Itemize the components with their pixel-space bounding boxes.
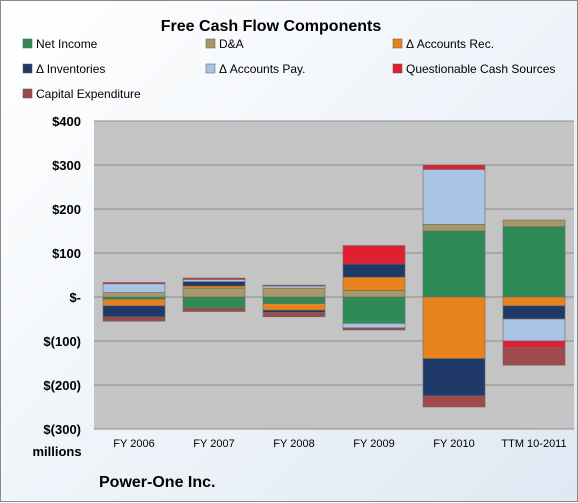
y-tick-label: $400 xyxy=(52,114,81,129)
legend-label: D&A xyxy=(219,37,244,51)
plot-area xyxy=(94,121,574,429)
bar-segment xyxy=(182,279,246,282)
bar-segment xyxy=(182,296,246,309)
bar-segment xyxy=(102,296,166,300)
bar-segment xyxy=(102,316,166,322)
legend-label: Capital Expenditure xyxy=(36,87,141,101)
bar-segment xyxy=(102,305,166,318)
bar-segment xyxy=(422,358,486,397)
bar-segment xyxy=(102,283,166,293)
bar-segment xyxy=(502,347,566,366)
bar-segment xyxy=(422,224,486,232)
bar-segment xyxy=(262,309,326,313)
y-tick-label: $(300) xyxy=(43,422,81,437)
x-tick-label: FY 2007 xyxy=(193,438,234,450)
bar-segment xyxy=(422,230,486,298)
y-unit-label: millions xyxy=(32,444,81,459)
bar-segment xyxy=(502,219,566,227)
bar-segment xyxy=(502,340,566,348)
x-axis-ticks: FY 2006 FY 2007 FY 2008 FY 2009 FY 2010 TTM 1… xyxy=(113,438,566,450)
bar-segment xyxy=(422,169,486,225)
bar-segment xyxy=(422,164,486,170)
x-tick-label: FY 2010 xyxy=(433,438,474,450)
bar-segment xyxy=(182,307,246,312)
bars xyxy=(102,164,566,408)
legend-label: Questionable Cash Sources xyxy=(406,62,555,76)
bar-segment xyxy=(342,323,406,329)
bar-segment xyxy=(102,298,166,307)
legend: Net Income D&A Δ Accounts Rec. Δ Inventorie… xyxy=(22,37,555,101)
bar-segment xyxy=(502,318,566,342)
x-tick-label: TTM 10-2011 xyxy=(501,438,566,450)
legend-swatch xyxy=(22,38,33,49)
bar-segment xyxy=(102,292,166,298)
bar-segment xyxy=(262,287,326,298)
legend-label: Δ Inventories xyxy=(36,62,105,76)
bar-segment xyxy=(182,277,246,280)
legend-swatch xyxy=(22,88,33,99)
legend-label: Net Income xyxy=(36,37,98,51)
legend-swatch xyxy=(22,63,33,74)
chart-title: Free Cash Flow Components xyxy=(161,18,382,35)
bar-segment xyxy=(102,282,166,285)
y-tick-label: $(200) xyxy=(43,378,81,393)
bar-segment xyxy=(422,395,486,408)
bar-segment xyxy=(342,263,406,278)
legend-swatch xyxy=(392,38,403,49)
x-tick-label: FY 2006 xyxy=(113,438,154,450)
y-axis-ticks: $400 $300 $200 $100 $- $(100) $(200) $(300) xyxy=(43,114,81,437)
bar-segment xyxy=(182,285,246,289)
bar-segment xyxy=(342,290,406,298)
legend-swatch xyxy=(205,63,216,74)
y-tick-label: $100 xyxy=(52,246,81,261)
y-tick-label: $300 xyxy=(52,158,81,173)
bar-segment xyxy=(262,303,326,311)
y-tick-label: $(100) xyxy=(43,334,81,349)
gridlines xyxy=(94,120,574,430)
legend-swatch xyxy=(205,38,216,49)
legend-label: Δ Accounts Rec. xyxy=(406,37,494,51)
legend-swatch xyxy=(392,63,403,74)
y-tick-label: $200 xyxy=(52,202,81,217)
bar-segment xyxy=(502,226,566,298)
bar-segment xyxy=(502,305,566,320)
x-tick-label: FY 2009 xyxy=(353,438,394,450)
bar-segment xyxy=(342,327,406,331)
y-tick-label: $- xyxy=(69,290,81,305)
bar-segment xyxy=(182,281,246,287)
bar-segment xyxy=(502,296,566,307)
bar-segment xyxy=(262,296,326,304)
company-name: Power-One Inc. xyxy=(99,474,215,491)
legend-label: Δ Accounts Pay. xyxy=(219,62,306,76)
bar-segment xyxy=(262,284,326,287)
bar-segment xyxy=(422,296,486,359)
bar-segment xyxy=(342,296,406,324)
bar-segment xyxy=(342,245,406,265)
bar-segment xyxy=(262,312,326,318)
bar-segment xyxy=(342,276,406,291)
x-tick-label: FY 2008 xyxy=(273,438,314,450)
bar-segment xyxy=(182,287,246,298)
